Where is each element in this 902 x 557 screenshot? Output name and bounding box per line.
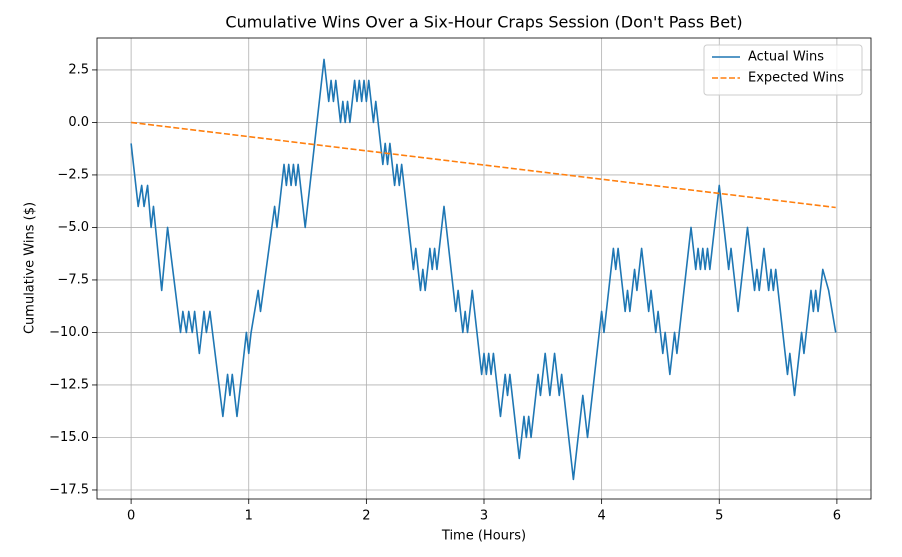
x-tick-label: 2 — [362, 509, 370, 524]
y-tick-label: −12.5 — [49, 377, 89, 392]
legend-label: Actual Wins — [748, 50, 824, 65]
y-tick-label: −7.5 — [57, 272, 89, 287]
x-tick-label: 0 — [127, 509, 135, 524]
y-tick-label: 0.0 — [68, 115, 89, 130]
y-tick-label: −15.0 — [49, 430, 89, 445]
y-tick-label: −10.0 — [49, 325, 89, 340]
x-tick-label: 1 — [245, 509, 253, 524]
legend-box — [703, 44, 863, 96]
plot-frame — [96, 37, 872, 500]
data-line — [131, 121, 836, 209]
x-tick-label: 5 — [715, 509, 723, 524]
chart-title: Cumulative Wins Over a Six-Hour Craps Se… — [225, 13, 742, 32]
y-axis-label: Cumulative Wins ($) — [23, 202, 38, 334]
y-tick-label: −5.0 — [57, 220, 89, 235]
y-tick-label: −17.5 — [49, 482, 89, 497]
y-tick-label: −2.5 — [57, 167, 89, 182]
legend-label: Expected Wins — [748, 71, 844, 86]
data-line — [130, 58, 837, 481]
x-tick-label: 3 — [480, 509, 488, 524]
x-tick-label: 4 — [597, 509, 605, 524]
y-tick-label: 2.5 — [68, 62, 89, 77]
x-tick-label: 6 — [833, 509, 841, 524]
x-axis-label: Time (Hours) — [441, 529, 526, 544]
